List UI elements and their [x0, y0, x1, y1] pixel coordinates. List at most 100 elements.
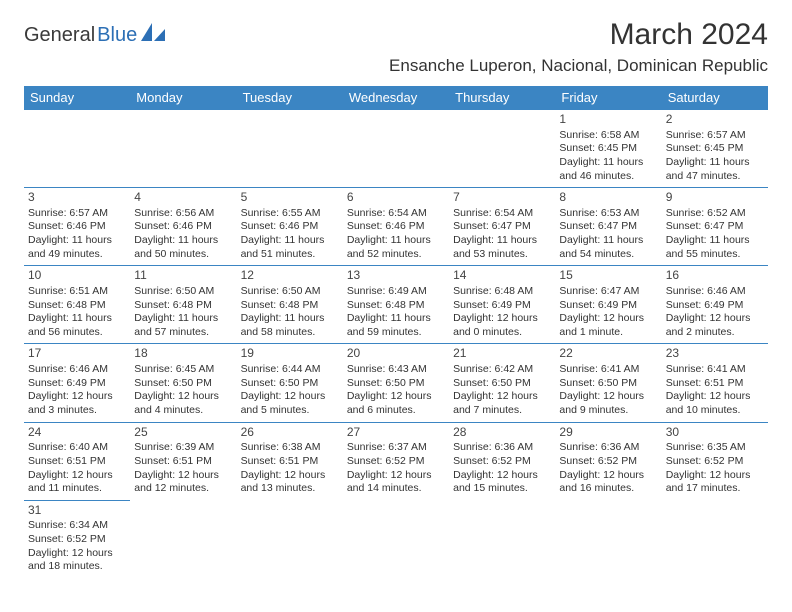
sunrise-line: Sunrise: 6:58 AM	[559, 129, 657, 143]
daylight-line: Daylight: 12 hours	[453, 469, 551, 483]
calendar-day-cell: 21Sunrise: 6:42 AMSunset: 6:50 PMDayligh…	[449, 344, 555, 422]
calendar-empty-cell	[237, 500, 343, 578]
day-number: 11	[134, 268, 232, 284]
daylight-line: Daylight: 11 hours	[559, 234, 657, 248]
sunrise-line: Sunrise: 6:42 AM	[453, 363, 551, 377]
sunrise-line: Sunrise: 6:49 AM	[347, 285, 445, 299]
day-number: 23	[666, 346, 764, 362]
header: GeneralBlue March 2024 Ensanche Luperon,…	[24, 18, 768, 76]
calendar-day-cell: 13Sunrise: 6:49 AMSunset: 6:48 PMDayligh…	[343, 266, 449, 344]
daylight-line: and 18 minutes.	[28, 560, 126, 574]
daylight-line: Daylight: 11 hours	[241, 234, 339, 248]
sunset-line: Sunset: 6:49 PM	[453, 299, 551, 313]
daylight-line: Daylight: 12 hours	[347, 469, 445, 483]
calendar-day-cell: 29Sunrise: 6:36 AMSunset: 6:52 PMDayligh…	[555, 422, 661, 500]
calendar-day-cell: 14Sunrise: 6:48 AMSunset: 6:49 PMDayligh…	[449, 266, 555, 344]
daylight-line: Daylight: 12 hours	[134, 469, 232, 483]
daylight-line: and 13 minutes.	[241, 482, 339, 496]
title-block: March 2024 Ensanche Luperon, Nacional, D…	[389, 18, 768, 76]
daylight-line: Daylight: 12 hours	[28, 390, 126, 404]
calendar-table: SundayMondayTuesdayWednesdayThursdayFrid…	[24, 86, 768, 578]
calendar-week-row: 10Sunrise: 6:51 AMSunset: 6:48 PMDayligh…	[24, 266, 768, 344]
daylight-line: Daylight: 12 hours	[559, 390, 657, 404]
calendar-day-cell: 11Sunrise: 6:50 AMSunset: 6:48 PMDayligh…	[130, 266, 236, 344]
weekday-header: Tuesday	[237, 86, 343, 110]
calendar-empty-cell	[343, 500, 449, 578]
daylight-line: Daylight: 11 hours	[241, 312, 339, 326]
sunrise-line: Sunrise: 6:52 AM	[666, 207, 764, 221]
sunset-line: Sunset: 6:46 PM	[134, 220, 232, 234]
sunrise-line: Sunrise: 6:47 AM	[559, 285, 657, 299]
weekday-header: Monday	[130, 86, 236, 110]
calendar-day-cell: 12Sunrise: 6:50 AMSunset: 6:48 PMDayligh…	[237, 266, 343, 344]
day-number: 5	[241, 190, 339, 206]
calendar-empty-cell	[237, 110, 343, 188]
daylight-line: and 14 minutes.	[347, 482, 445, 496]
logo: GeneralBlue	[24, 24, 167, 47]
calendar-day-cell: 5Sunrise: 6:55 AMSunset: 6:46 PMDaylight…	[237, 188, 343, 266]
calendar-day-cell: 16Sunrise: 6:46 AMSunset: 6:49 PMDayligh…	[662, 266, 768, 344]
calendar-empty-cell	[555, 500, 661, 578]
calendar-empty-cell	[130, 500, 236, 578]
day-number: 1	[559, 112, 657, 128]
calendar-week-row: 17Sunrise: 6:46 AMSunset: 6:49 PMDayligh…	[24, 344, 768, 422]
daylight-line: and 6 minutes.	[347, 404, 445, 418]
daylight-line: and 2 minutes.	[666, 326, 764, 340]
daylight-line: and 4 minutes.	[134, 404, 232, 418]
daylight-line: and 3 minutes.	[28, 404, 126, 418]
daylight-line: Daylight: 11 hours	[347, 312, 445, 326]
weekday-header: Thursday	[449, 86, 555, 110]
sunrise-line: Sunrise: 6:38 AM	[241, 441, 339, 455]
calendar-empty-cell	[449, 110, 555, 188]
sunrise-line: Sunrise: 6:45 AM	[134, 363, 232, 377]
sunset-line: Sunset: 6:48 PM	[241, 299, 339, 313]
calendar-day-cell: 28Sunrise: 6:36 AMSunset: 6:52 PMDayligh…	[449, 422, 555, 500]
day-number: 4	[134, 190, 232, 206]
weekday-header: Sunday	[24, 86, 130, 110]
day-number: 22	[559, 346, 657, 362]
calendar-week-row: 3Sunrise: 6:57 AMSunset: 6:46 PMDaylight…	[24, 188, 768, 266]
sunset-line: Sunset: 6:50 PM	[347, 377, 445, 391]
daylight-line: Daylight: 12 hours	[453, 312, 551, 326]
daylight-line: Daylight: 11 hours	[28, 312, 126, 326]
calendar-empty-cell	[449, 500, 555, 578]
daylight-line: and 46 minutes.	[559, 170, 657, 184]
daylight-line: Daylight: 12 hours	[28, 469, 126, 483]
sunrise-line: Sunrise: 6:35 AM	[666, 441, 764, 455]
calendar-day-cell: 18Sunrise: 6:45 AMSunset: 6:50 PMDayligh…	[130, 344, 236, 422]
calendar-week-row: 24Sunrise: 6:40 AMSunset: 6:51 PMDayligh…	[24, 422, 768, 500]
sunset-line: Sunset: 6:46 PM	[28, 220, 126, 234]
calendar-day-cell: 23Sunrise: 6:41 AMSunset: 6:51 PMDayligh…	[662, 344, 768, 422]
daylight-line: Daylight: 11 hours	[134, 312, 232, 326]
day-number: 14	[453, 268, 551, 284]
calendar-empty-cell	[662, 500, 768, 578]
daylight-line: and 57 minutes.	[134, 326, 232, 340]
sunset-line: Sunset: 6:48 PM	[134, 299, 232, 313]
daylight-line: Daylight: 11 hours	[666, 234, 764, 248]
sunset-line: Sunset: 6:50 PM	[559, 377, 657, 391]
day-number: 13	[347, 268, 445, 284]
calendar-empty-cell	[24, 110, 130, 188]
sunrise-line: Sunrise: 6:41 AM	[666, 363, 764, 377]
calendar-day-cell: 22Sunrise: 6:41 AMSunset: 6:50 PMDayligh…	[555, 344, 661, 422]
daylight-line: and 0 minutes.	[453, 326, 551, 340]
sunset-line: Sunset: 6:47 PM	[559, 220, 657, 234]
day-number: 12	[241, 268, 339, 284]
daylight-line: and 16 minutes.	[559, 482, 657, 496]
daylight-line: and 11 minutes.	[28, 482, 126, 496]
daylight-line: Daylight: 12 hours	[241, 390, 339, 404]
sunrise-line: Sunrise: 6:51 AM	[28, 285, 126, 299]
calendar-day-cell: 30Sunrise: 6:35 AMSunset: 6:52 PMDayligh…	[662, 422, 768, 500]
sunrise-line: Sunrise: 6:57 AM	[666, 129, 764, 143]
calendar-day-cell: 3Sunrise: 6:57 AMSunset: 6:46 PMDaylight…	[24, 188, 130, 266]
sunrise-line: Sunrise: 6:54 AM	[453, 207, 551, 221]
sunrise-line: Sunrise: 6:54 AM	[347, 207, 445, 221]
daylight-line: and 58 minutes.	[241, 326, 339, 340]
sunrise-line: Sunrise: 6:34 AM	[28, 519, 126, 533]
sunset-line: Sunset: 6:48 PM	[28, 299, 126, 313]
day-number: 30	[666, 425, 764, 441]
day-number: 15	[559, 268, 657, 284]
day-number: 19	[241, 346, 339, 362]
calendar-day-cell: 4Sunrise: 6:56 AMSunset: 6:46 PMDaylight…	[130, 188, 236, 266]
daylight-line: and 7 minutes.	[453, 404, 551, 418]
